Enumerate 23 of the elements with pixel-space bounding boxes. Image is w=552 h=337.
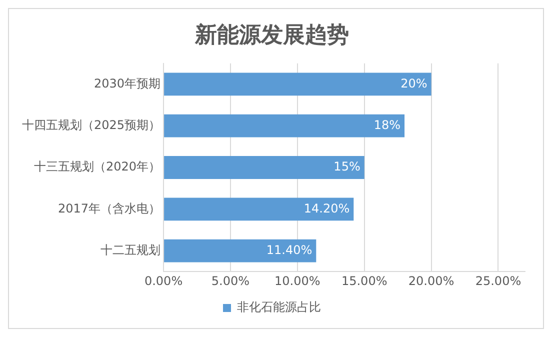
x-tick-label: 10.00%: [274, 274, 320, 288]
bar: [164, 156, 364, 179]
x-tick-label: 25.00%: [475, 274, 522, 288]
data-label: 14.20%: [304, 201, 350, 216]
data-label: 18%: [374, 118, 401, 132]
legend-label: 非化石能源占比: [237, 300, 321, 314]
chart-title: 新能源发展趋势: [194, 22, 349, 48]
y-tick-label: 十二五规划: [100, 242, 161, 257]
bar: [164, 114, 405, 138]
x-tick-label: 20.00%: [408, 274, 454, 288]
bar: [164, 239, 316, 262]
y-tick-label: 十四五规划（2025预期）: [22, 118, 161, 132]
x-tick-label: 5.00%: [211, 274, 250, 288]
data-label: 20%: [400, 76, 428, 90]
y-tick-label: 2030年预期: [94, 76, 161, 90]
y-tick-label: 2017年（含水电）: [58, 201, 161, 216]
data-label: 11.40%: [266, 242, 312, 257]
x-tick-label: 15.00%: [341, 274, 388, 288]
bar: [164, 72, 432, 96]
bar: [164, 198, 354, 221]
data-label: 15%: [334, 160, 360, 174]
y-tick-label: 十三五规划（2020年）: [34, 160, 161, 174]
x-tick-label: 0.00%: [144, 274, 183, 288]
